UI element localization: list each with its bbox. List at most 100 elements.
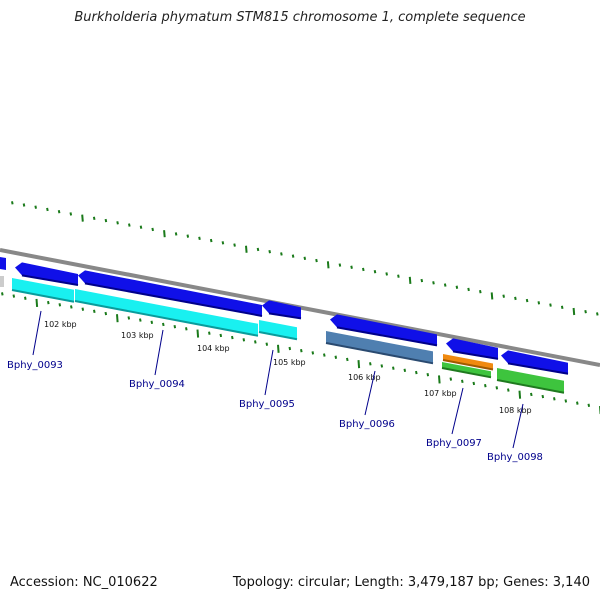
outer-tick [198, 236, 201, 241]
map-title: Burkholderia phymatum STM815 chromosome … [74, 10, 526, 25]
inner-tick [24, 296, 27, 300]
cds-bar-partial [0, 276, 4, 287]
inner-tick [104, 311, 108, 316]
inner-tick [541, 394, 545, 399]
outer-tick [11, 201, 14, 205]
cds-bar [12, 278, 74, 302]
outer-tick [432, 281, 435, 285]
inner-tick [162, 322, 165, 327]
outer-tick [525, 298, 529, 303]
outer-tick [408, 276, 412, 284]
inner-tick [415, 370, 418, 375]
inner-tick [403, 368, 407, 373]
outer-tick [116, 221, 119, 225]
outer-tick [572, 307, 576, 316]
inner-tick [311, 351, 315, 355]
gene-arrow-shadow [507, 362, 569, 375]
scale-label: 102 kbp [44, 320, 77, 329]
cds-bar [326, 331, 433, 364]
cds-bar [443, 354, 493, 370]
footer-summary: Topology: circular; Length: 3,479,187 bp… [232, 575, 590, 590]
scale-label: 103 kbp [121, 331, 154, 340]
inner-tick [369, 362, 372, 366]
inner-tick [196, 329, 200, 338]
outer-tick [420, 278, 424, 283]
outer-tick [280, 252, 283, 256]
outer-tick [373, 269, 377, 274]
loci: Bphy_0093 Bphy_0094 Bphy_0095 Bphy_0096 Bphy… [7, 310, 543, 463]
outer-tick [209, 238, 213, 243]
locus-label[interactable]: Bphy_0094 [129, 379, 185, 390]
inner-tick [254, 340, 257, 344]
inner-tick [426, 373, 430, 377]
outer-tick [92, 216, 96, 221]
gene-arrow [15, 262, 78, 285]
inner-tick [438, 375, 441, 384]
outer-tick [104, 218, 108, 223]
inner-tick [185, 327, 188, 331]
cds-bar-shadow [11, 289, 75, 303]
cds-bar [497, 368, 564, 393]
outer-tick [443, 283, 447, 287]
inner-tick [392, 366, 395, 370]
locus-label[interactable]: Bphy_0096 [339, 419, 395, 430]
locus-label[interactable]: Bphy_0093 [7, 360, 63, 371]
inner-tick [35, 298, 39, 308]
inner-tick [277, 344, 280, 353]
inner-tick [47, 300, 50, 305]
outer-tick [57, 209, 61, 214]
scale-label: 104 kbp [197, 344, 230, 353]
inner-tick [12, 294, 16, 298]
inner-tick [495, 386, 499, 390]
gene-arrow [446, 338, 498, 359]
outer-tick [151, 227, 154, 232]
outer-tick [303, 256, 307, 261]
inner-tick [81, 307, 85, 311]
outer-tick [315, 258, 318, 263]
outer-tick [338, 263, 342, 267]
inner-tick [242, 338, 246, 342]
inner-tick [208, 331, 211, 335]
outer-tick [596, 312, 599, 316]
outer-tick [385, 272, 388, 276]
outer-tick [549, 303, 552, 307]
inner-tick [116, 314, 119, 323]
outer-tick [537, 301, 541, 305]
inner-tick [357, 360, 361, 369]
outer-tick [163, 230, 166, 238]
inner-tick [507, 388, 510, 392]
inner-tick [265, 342, 269, 346]
inner-tick [219, 333, 223, 338]
scale-label: 108 kbp [499, 406, 532, 415]
inner-tick [93, 309, 96, 314]
gene-arrow-shadow [268, 312, 302, 320]
inner-tick [58, 303, 62, 307]
cds-bar-shadow [442, 359, 494, 371]
locus-label[interactable]: Bphy_0097 [426, 438, 482, 449]
locus-label[interactable]: Bphy_0098 [487, 452, 543, 463]
genes [0, 257, 569, 394]
cds-bar-shadow [496, 379, 565, 394]
inner-tick [334, 355, 338, 359]
locus-label[interactable]: Bphy_0095 [239, 399, 295, 410]
gene-arrow-shadow [452, 350, 499, 360]
outer-tick [22, 203, 26, 207]
cds-bar [259, 320, 297, 340]
outer-tick [233, 243, 236, 247]
outer-ticks [11, 201, 599, 316]
inner-tick [231, 335, 234, 340]
outer-tick [479, 290, 482, 294]
cds-bar-shadow [74, 300, 259, 337]
outer-tick [46, 207, 49, 212]
inner-tick [380, 364, 384, 368]
cds-bar-shadow [325, 342, 434, 365]
outer-tick [455, 285, 459, 289]
gene-arrow [262, 300, 301, 319]
inner-tick [1, 292, 4, 296]
outer-tick [139, 225, 143, 229]
inner-tick [461, 379, 464, 383]
outer-tick [467, 287, 470, 292]
outer-tick [326, 261, 330, 269]
gene-arrow-shadow [21, 274, 79, 286]
